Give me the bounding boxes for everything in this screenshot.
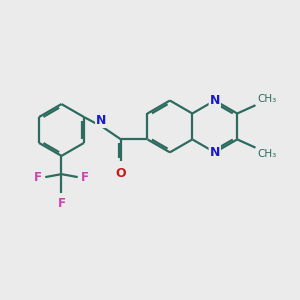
- Text: H: H: [97, 113, 105, 124]
- Text: CH₃: CH₃: [258, 149, 277, 159]
- Text: CH₃: CH₃: [258, 94, 277, 104]
- Text: N: N: [96, 114, 106, 127]
- Text: F: F: [34, 171, 42, 184]
- Text: O: O: [116, 167, 126, 180]
- Text: F: F: [58, 197, 65, 210]
- Text: N: N: [210, 146, 220, 159]
- Text: F: F: [81, 171, 89, 184]
- Text: N: N: [210, 94, 220, 107]
